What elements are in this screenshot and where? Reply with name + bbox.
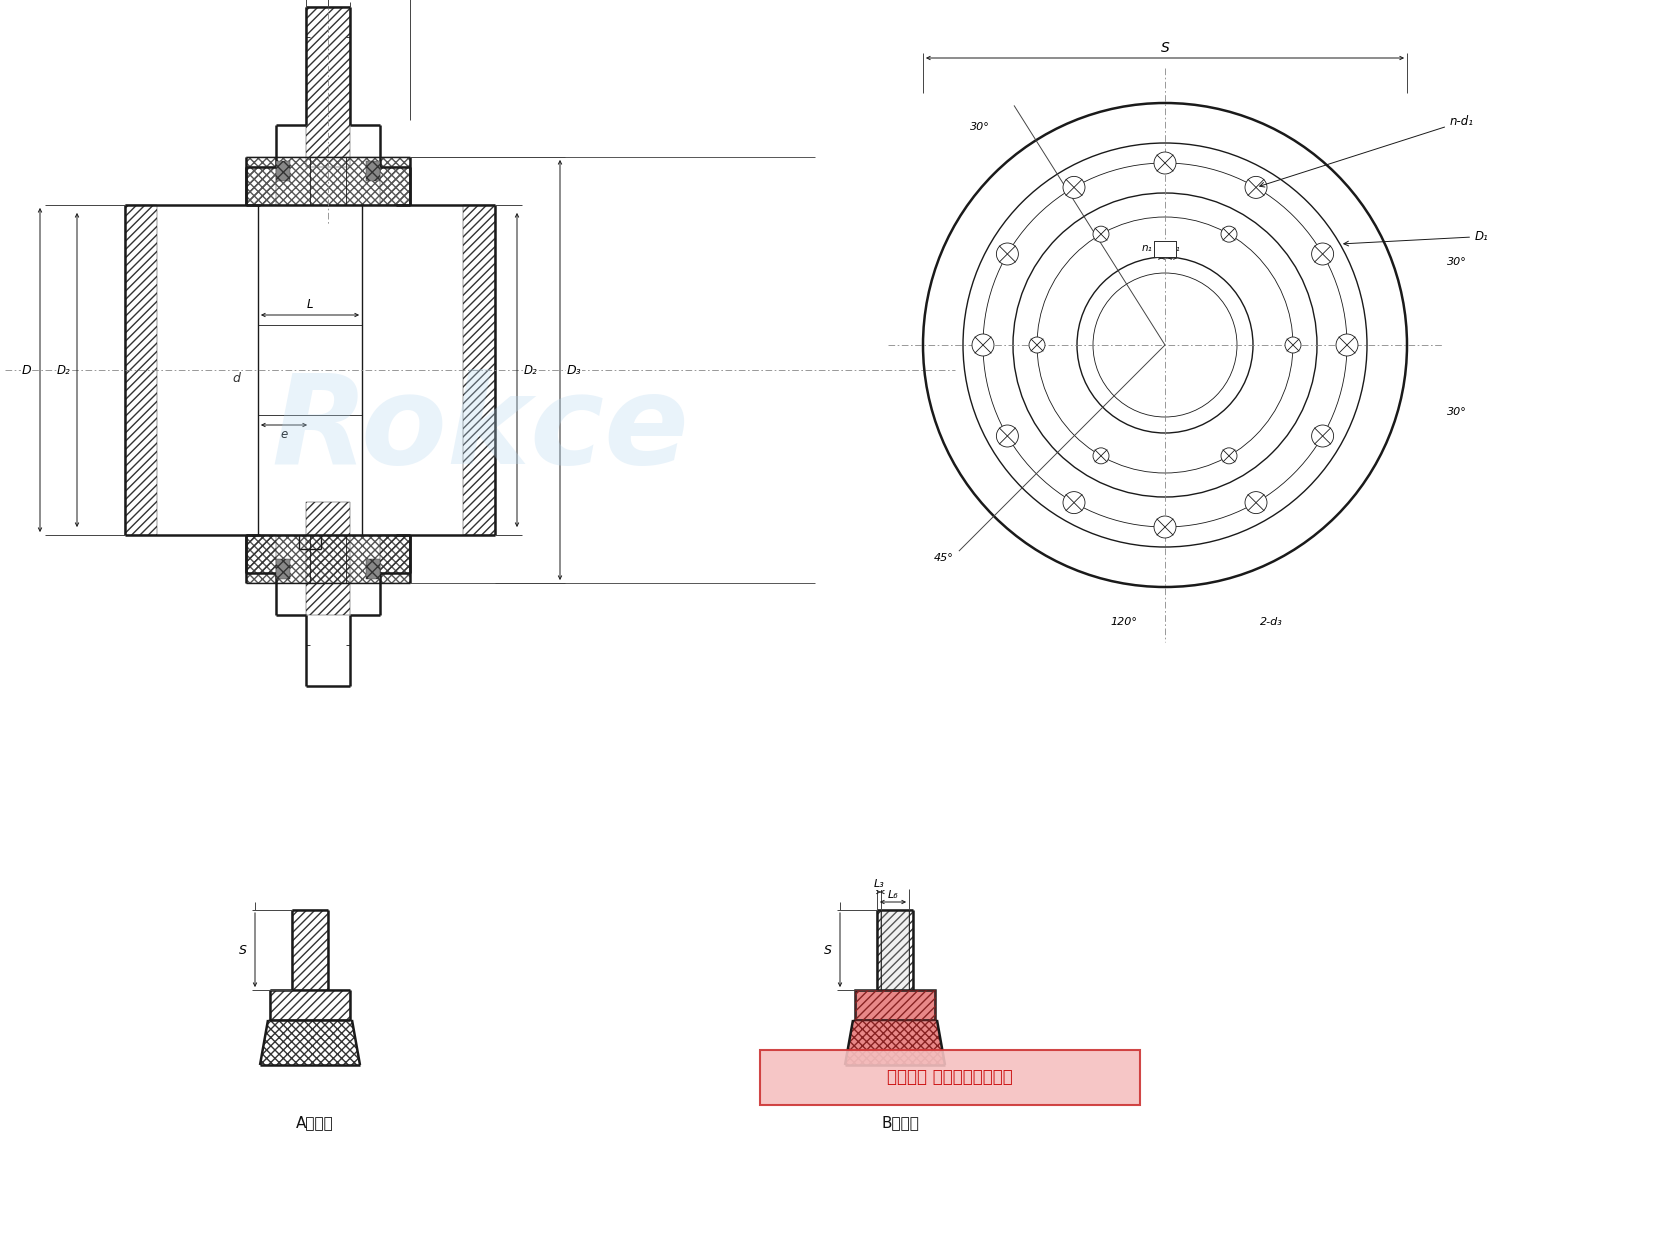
Circle shape — [1094, 447, 1109, 464]
Text: L: L — [307, 299, 312, 311]
Circle shape — [1063, 491, 1085, 514]
Text: n₁: n₁ — [1142, 243, 1152, 253]
Text: 30°: 30° — [969, 122, 990, 132]
Text: n₁: n₁ — [1169, 243, 1181, 253]
Circle shape — [1154, 517, 1176, 538]
Circle shape — [1094, 226, 1109, 242]
Polygon shape — [276, 559, 291, 580]
Circle shape — [1245, 176, 1267, 198]
Text: B型结构: B型结构 — [880, 1115, 919, 1130]
Text: A型结构: A型结构 — [296, 1115, 334, 1130]
Text: S: S — [239, 944, 247, 956]
Text: Rokce: Rokce — [270, 369, 689, 490]
Text: 版权所有 侵权必被严厉追究: 版权所有 侵权必被严厉追究 — [887, 1068, 1013, 1086]
Circle shape — [1028, 336, 1045, 353]
Text: D₁: D₁ — [1344, 231, 1488, 246]
Text: e: e — [281, 428, 287, 441]
Circle shape — [1312, 243, 1334, 265]
Circle shape — [1063, 176, 1085, 198]
Text: D₂: D₂ — [57, 363, 71, 377]
Text: 30°: 30° — [1446, 407, 1467, 417]
Circle shape — [996, 425, 1018, 447]
Text: 120°: 120° — [1110, 617, 1137, 627]
Circle shape — [1154, 152, 1176, 174]
Bar — [759, 1050, 1141, 1105]
Text: L₃: L₃ — [874, 879, 884, 890]
Text: 2-d₃: 2-d₃ — [1260, 617, 1284, 627]
Polygon shape — [1154, 241, 1176, 257]
Circle shape — [1245, 491, 1267, 514]
Polygon shape — [276, 161, 291, 181]
Polygon shape — [366, 161, 380, 181]
Circle shape — [1336, 334, 1357, 357]
Polygon shape — [845, 1021, 944, 1065]
Circle shape — [1312, 425, 1334, 447]
Polygon shape — [880, 910, 909, 990]
Text: D: D — [22, 363, 30, 377]
Text: D₃: D₃ — [566, 363, 581, 377]
Circle shape — [996, 243, 1018, 265]
Text: 45°: 45° — [934, 553, 954, 563]
Polygon shape — [366, 559, 380, 580]
Circle shape — [1221, 226, 1236, 242]
Text: S: S — [825, 944, 832, 956]
Circle shape — [1285, 336, 1300, 353]
Text: D₂: D₂ — [524, 363, 538, 377]
Text: L₆: L₆ — [887, 890, 899, 900]
Circle shape — [1221, 447, 1236, 464]
Text: d: d — [232, 372, 240, 384]
Circle shape — [973, 334, 995, 357]
Text: n-d₁: n-d₁ — [1260, 115, 1473, 186]
Text: S: S — [1161, 42, 1169, 55]
Text: 30°: 30° — [1446, 257, 1467, 267]
Polygon shape — [855, 990, 936, 1021]
